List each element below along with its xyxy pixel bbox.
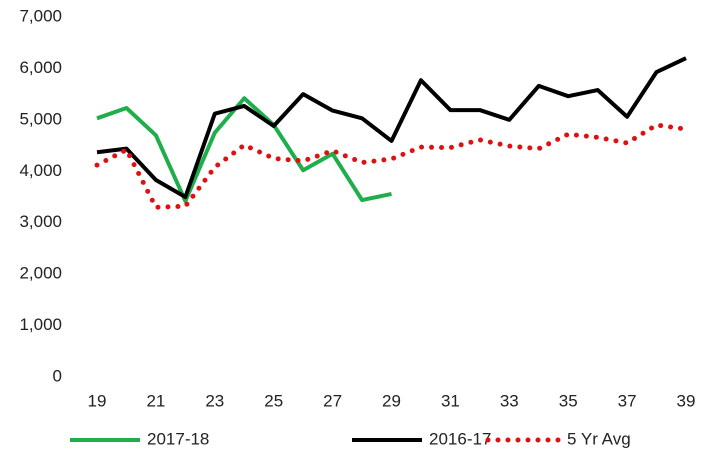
y-tick-label: 0: [53, 366, 62, 385]
x-tick-label: 29: [382, 391, 401, 410]
x-tick-label: 39: [677, 391, 696, 410]
x-tick-label: 25: [264, 391, 283, 410]
y-tick-label: 5,000: [19, 109, 62, 128]
series-line: [96, 96, 392, 204]
x-tick-label: 19: [88, 391, 107, 410]
x-tick-label: 27: [323, 391, 342, 410]
y-tick-label: 6,000: [19, 58, 62, 77]
legend-label: 2016-17: [429, 429, 491, 448]
y-tick-label: 7,000: [19, 6, 62, 25]
y-tick-label: 4,000: [19, 161, 62, 180]
y-tick-label: 3,000: [19, 212, 62, 231]
y-tick-label: 2,000: [19, 264, 62, 283]
legend-label: 5 Yr Avg: [567, 429, 631, 448]
x-tick-label: 23: [205, 391, 224, 410]
x-tick-label: 31: [441, 391, 460, 410]
x-tick-label: 33: [500, 391, 519, 410]
series-line: [94, 122, 689, 210]
y-tick-label: 1,000: [19, 315, 62, 334]
x-tick-label: 35: [559, 391, 578, 410]
x-tick-label: 37: [618, 391, 637, 410]
x-tick-label: 21: [146, 391, 165, 410]
legend-label: 2017-18: [147, 429, 209, 448]
series-line: [96, 56, 687, 199]
